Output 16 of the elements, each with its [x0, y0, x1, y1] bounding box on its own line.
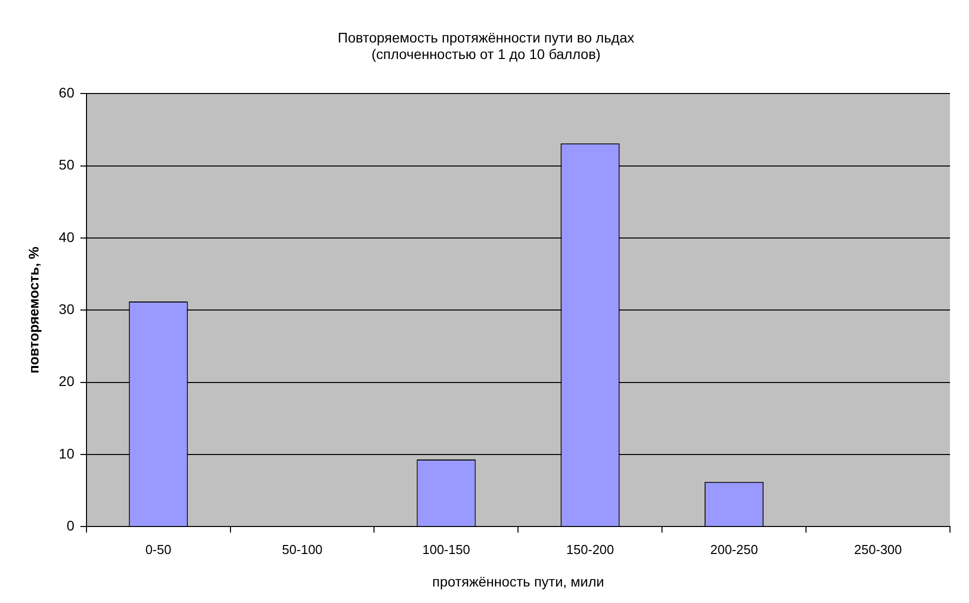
x-tick-label: 100-150: [422, 542, 470, 557]
x-axis-title: протяжённость пути, мили: [432, 573, 604, 590]
y-tick-label: 30: [58, 300, 75, 317]
y-tick-label: 40: [58, 228, 75, 245]
chart-title: Повторяемость протяжённости пути во льдах (сплоченностью от 1 до 10 баллов): [338, 29, 634, 62]
y-tick-label: 50: [58, 156, 75, 173]
x-tick-label: 0-50: [145, 542, 172, 557]
y-tick-label: 0: [66, 517, 75, 534]
x-tick-label: 50-100: [282, 542, 323, 557]
y-tick-label: 10: [58, 445, 75, 462]
y-axis-title: повторяемость, %: [25, 246, 42, 374]
y-tick-label: 60: [58, 84, 75, 100]
x-tick-label: 200-250: [710, 542, 758, 557]
y-tick-label: 20: [58, 373, 75, 390]
x-tick-label: 250-300: [854, 542, 902, 557]
x-tick-label: 150-200: [566, 542, 614, 557]
